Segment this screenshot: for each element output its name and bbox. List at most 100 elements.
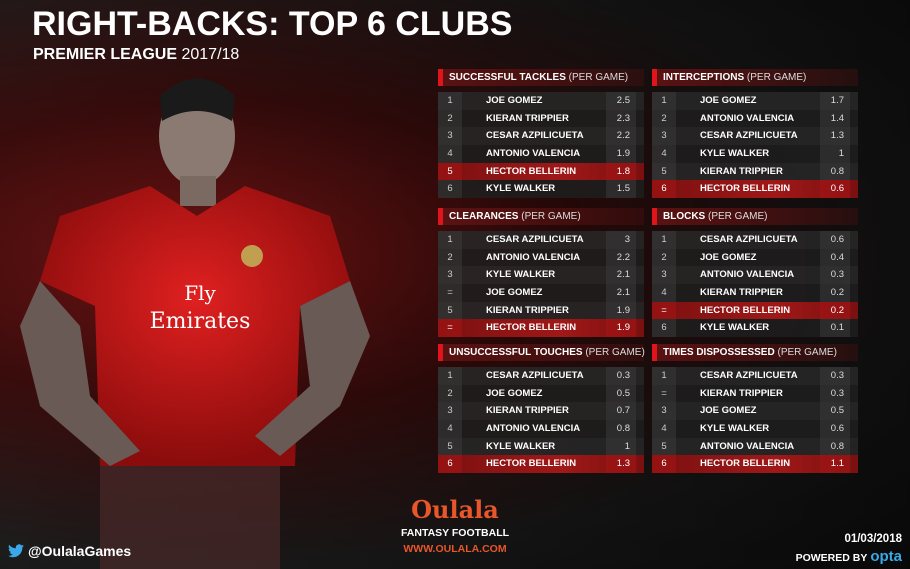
table-row: 6 HECTOR BELLERIN 1.3 (438, 455, 644, 474)
twitter-handle[interactable]: @OulalaGames (8, 542, 131, 560)
stat-value: 0.3 (820, 384, 850, 403)
table-row: 3 CESAR AZPILICUETA 1.3 (652, 127, 858, 146)
rank: 6 (438, 180, 462, 199)
rank: 2 (652, 248, 676, 267)
player-name: CESAR AZPILICUETA (700, 234, 798, 245)
player-name: CESAR AZPILICUETA (700, 370, 798, 381)
player-name: KIERAN TRIPPIER (486, 304, 569, 316)
stat-value: 3 (606, 231, 636, 249)
player-name: JOE GOMEZ (486, 387, 543, 399)
player-name: KIERAN TRIPPIER (700, 165, 783, 177)
stat-table: CLEARANCES (PER GAME) 1 CESAR AZPILICUETA 3… (438, 208, 644, 338)
player-name: KIERAN TRIPPIER (700, 287, 783, 299)
rank: 1 (652, 231, 676, 249)
player-name: CESAR AZPILICUETA (486, 370, 584, 381)
rank: 3 (652, 266, 676, 285)
stat-value: 2.5 (606, 92, 636, 110)
table-row: 3 KYLE WALKER 2.1 (438, 266, 644, 285)
table-row: 5 KIERAN TRIPPIER 1.9 (438, 301, 644, 320)
player-name: ANTONIO VALENCIA (700, 112, 795, 124)
rank: = (438, 284, 462, 302)
player-photo: Fly Emirates (20, 78, 370, 569)
table-row: 5 HECTOR BELLERIN 1.8 (438, 162, 644, 181)
table-row: 6 HECTOR BELLERIN 0.6 (652, 180, 858, 199)
player-name: ANTONIO VALENCIA (486, 423, 581, 435)
stat-value: 0.3 (606, 367, 636, 385)
rank: = (652, 384, 676, 403)
rank: 1 (652, 92, 676, 110)
table-row: 3 CESAR AZPILICUETA 2.2 (438, 127, 644, 146)
stat-value: 0.6 (820, 180, 850, 199)
table-row: 4 KYLE WALKER 1 (652, 145, 858, 163)
stat-unit: (PER GAME) (585, 347, 645, 358)
stat-table-header: UNSUCCESSFUL TOUCHES (PER GAME) (438, 344, 645, 361)
player-name: KIERAN TRIPPIER (486, 405, 569, 417)
stat-table: INTERCEPTIONS (PER GAME) 1 JOE GOMEZ 1.7 2 AN… (652, 69, 858, 199)
rank: 3 (438, 266, 462, 285)
stat-value: 0.8 (606, 420, 636, 438)
table-row: 6 KYLE WALKER 1.5 (438, 180, 644, 199)
table-row: 3 ANTONIO VALENCIA 0.3 (652, 266, 858, 285)
stat-value: 0.6 (820, 231, 850, 249)
table-row: 2 JOE GOMEZ 0.4 (652, 248, 858, 267)
stat-table: UNSUCCESSFUL TOUCHES (PER GAME) 1 CESAR AZ… (438, 344, 645, 474)
rank: 2 (438, 248, 462, 267)
stat-table-header: INTERCEPTIONS (PER GAME) (652, 69, 858, 86)
player-name: KYLE WALKER (486, 183, 556, 195)
stat-value: 0.7 (606, 402, 636, 421)
rank: 5 (652, 162, 676, 181)
stat-value: 1.3 (606, 455, 636, 474)
rank: 1 (438, 367, 462, 385)
table-row: = HECTOR BELLERIN 1.9 (438, 319, 644, 338)
player-name: HECTOR BELLERIN (486, 458, 577, 470)
rank: 5 (438, 437, 462, 456)
player-name: JOE GOMEZ (700, 251, 757, 263)
stat-value: 0.3 (820, 367, 850, 385)
rank: 5 (438, 301, 462, 320)
stat-value: 1 (820, 145, 850, 163)
table-row: 1 CESAR AZPILICUETA 0.3 (438, 367, 644, 385)
rank: 3 (652, 402, 676, 421)
table-row: 1 JOE GOMEZ 2.5 (438, 92, 644, 110)
stat-value: 2.2 (606, 248, 636, 267)
player-name: KIERAN TRIPPIER (486, 112, 569, 124)
website-link[interactable]: WWW.OULALA.COM (403, 543, 507, 555)
rank: = (652, 301, 676, 320)
player-name: ANTONIO VALENCIA (486, 148, 581, 160)
player-name: JOE GOMEZ (486, 95, 543, 106)
player-name: ANTONIO VALENCIA (486, 251, 581, 263)
stat-value: 0.2 (820, 301, 850, 320)
rank: = (438, 319, 462, 338)
player-name: KIERAN TRIPPIER (700, 387, 783, 399)
player-name: KYLE WALKER (486, 440, 556, 452)
player-name: JOE GOMEZ (486, 287, 543, 299)
stat-table-header: BLOCKS (PER GAME) (652, 208, 858, 225)
stat-unit: (PER GAME) (568, 72, 629, 83)
rank: 3 (438, 127, 462, 146)
shirt-sponsor: Fly (184, 281, 216, 305)
stat-table: BLOCKS (PER GAME) 1 CESAR AZPILICUETA 0.6 2 J… (652, 208, 858, 338)
stat-title: UNSUCCESSFUL TOUCHES (449, 347, 583, 358)
rank: 2 (652, 109, 676, 128)
tagline: FANTASY FOOTBALL (400, 527, 510, 539)
stat-value: 1.9 (606, 301, 636, 320)
table-row: = KIERAN TRIPPIER 0.3 (652, 384, 858, 403)
stat-value: 1.9 (606, 319, 636, 338)
player-name: KYLE WALKER (700, 148, 770, 160)
table-row: 1 CESAR AZPILICUETA 3 (438, 231, 644, 249)
twitter-handle-text: @OulalaGames (28, 543, 132, 559)
player-name: HECTOR BELLERIN (700, 304, 791, 316)
table-row: = JOE GOMEZ 2.1 (438, 284, 644, 302)
table-row: 5 KIERAN TRIPPIER 0.8 (652, 162, 858, 181)
table-row: 4 KIERAN TRIPPIER 0.2 (652, 284, 858, 302)
table-row: 6 HECTOR BELLERIN 1.1 (652, 455, 858, 474)
player-name: JOE GOMEZ (700, 405, 757, 417)
stat-value: 0.3 (820, 266, 850, 285)
stat-value: 0.1 (820, 319, 850, 338)
table-row: 2 ANTONIO VALENCIA 2.2 (438, 248, 644, 267)
table-row: 3 KIERAN TRIPPIER 0.7 (438, 402, 644, 421)
shirt-sponsor-2: Emirates (150, 309, 251, 334)
stat-value: 1.3 (820, 127, 850, 146)
rank: 4 (652, 420, 676, 438)
rank: 6 (652, 180, 676, 199)
